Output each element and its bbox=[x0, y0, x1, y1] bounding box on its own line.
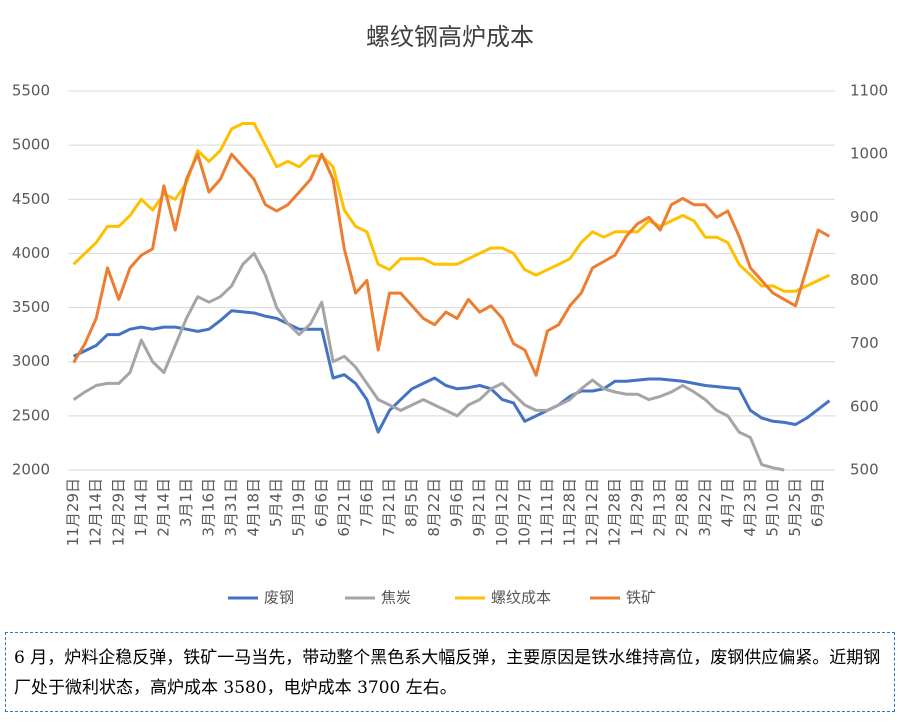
chart-title: 螺纹钢高炉成本 bbox=[366, 23, 534, 51]
x-tick-label: 10月12日 bbox=[493, 478, 511, 546]
y2-tick-label: 1000 bbox=[850, 145, 888, 163]
x-tick-label: 6月9日 bbox=[809, 478, 827, 527]
x-tick-label: 8月5日 bbox=[403, 478, 421, 527]
x-tick-label: 11月29日 bbox=[64, 478, 82, 546]
x-tick-label: 4月7日 bbox=[718, 478, 736, 527]
series-line bbox=[72, 152, 831, 377]
y-tick-label: 3500 bbox=[12, 298, 50, 316]
y-tick-label: 2500 bbox=[12, 406, 50, 424]
y2-tick-label: 600 bbox=[850, 397, 879, 415]
x-tick-label: 5月10日 bbox=[763, 478, 781, 537]
x-tick-label: 5月25日 bbox=[786, 478, 804, 537]
x-tick-label: 10月27日 bbox=[515, 478, 533, 546]
x-tick-label: 1月14日 bbox=[132, 478, 150, 537]
y-tick-label: 5000 bbox=[12, 136, 50, 154]
y-tick-label: 2000 bbox=[12, 461, 50, 479]
note: 6 月，炉料企稳反弹，铁矿一马当先，带动整个黑色系大幅反弹，主要原因是铁水维持高… bbox=[5, 632, 895, 712]
x-tick-label: 9月6日 bbox=[448, 478, 466, 527]
x-tick-label: 12月28日 bbox=[606, 478, 624, 546]
y2-tick-label: 900 bbox=[850, 208, 879, 226]
x-tick-label: 3月22日 bbox=[696, 478, 714, 537]
x-tick-label: 2月13日 bbox=[651, 478, 669, 537]
x-tick-label: 2月28日 bbox=[673, 478, 691, 537]
y-tick-label: 3000 bbox=[12, 352, 50, 370]
x-tick-label: 9月21日 bbox=[470, 478, 488, 537]
legend-label: 废钢 bbox=[264, 589, 294, 607]
x-tick-label: 4月23日 bbox=[741, 478, 759, 537]
y-tick-label: 4000 bbox=[12, 244, 50, 262]
legend-label: 焦炭 bbox=[381, 589, 411, 607]
x-tick-label: 6月6日 bbox=[312, 478, 330, 527]
y-tick-label: 5500 bbox=[12, 82, 50, 100]
y2-tick-label: 700 bbox=[850, 334, 879, 352]
x-tick-label: 2月14日 bbox=[154, 478, 172, 537]
x-tick-label: 3月31日 bbox=[222, 478, 240, 537]
x-tick-label: 12月12日 bbox=[583, 478, 601, 546]
x-tick-label: 1月29日 bbox=[628, 478, 646, 537]
x-tick-label: 3月1日 bbox=[177, 478, 195, 527]
y-tick-label: 4500 bbox=[12, 190, 50, 208]
legend-label: 螺纹成本 bbox=[491, 589, 551, 607]
x-tick-label: 3月16日 bbox=[199, 478, 217, 537]
legend-label: 铁矿 bbox=[626, 589, 656, 607]
series-line bbox=[72, 122, 831, 293]
x-tick-label: 6月21日 bbox=[335, 478, 353, 537]
x-tick-label: 11月11日 bbox=[538, 478, 556, 546]
x-tick-label: 5月19日 bbox=[290, 478, 308, 537]
y2-tick-label: 500 bbox=[850, 461, 879, 479]
x-tick-label: 11月28日 bbox=[560, 478, 578, 546]
chart: 螺纹钢高炉成本 2000 2500 3000 3500 4000 4500 5000 5500… bbox=[12, 23, 888, 607]
x-tick-label: 7月21日 bbox=[380, 478, 398, 537]
x-tick-label: 5月4日 bbox=[267, 478, 285, 527]
x-tick-label: 7月6日 bbox=[357, 478, 375, 527]
x-tick-label: 8月22日 bbox=[425, 478, 443, 537]
y2-tick-label: 800 bbox=[850, 271, 879, 289]
y2-tick-label: 1100 bbox=[850, 82, 888, 100]
x-tick-label: 4月18日 bbox=[245, 478, 263, 537]
series-line bbox=[72, 309, 831, 434]
x-tick-label: 12月29日 bbox=[109, 478, 127, 546]
x-tick-label: 12月14日 bbox=[87, 478, 105, 546]
series-line bbox=[72, 251, 785, 472]
